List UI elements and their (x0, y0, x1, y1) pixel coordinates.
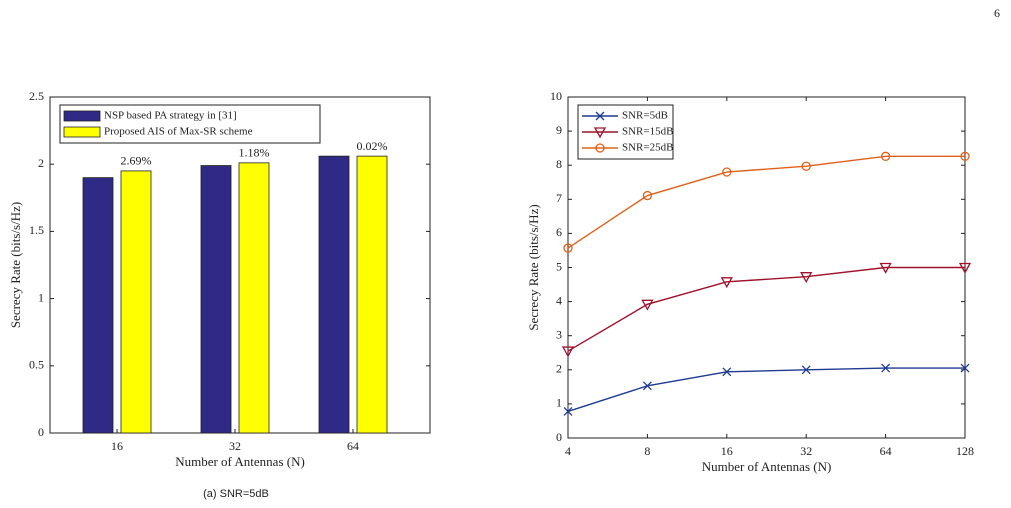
bar (238, 162, 270, 434)
bar (82, 177, 114, 434)
marker (720, 277, 733, 289)
marker (595, 143, 605, 153)
bar (200, 165, 232, 434)
x-tick-label: 64 (880, 444, 892, 458)
y-tick-label: 2 (38, 156, 44, 170)
y-tick-label: 0 (38, 425, 44, 439)
legend-swatch (63, 126, 101, 138)
marker (642, 381, 652, 391)
marker (593, 127, 607, 139)
y-axis-label: Secrecy Rate (bits/s/Hz) (526, 204, 541, 330)
y-tick-label: 1.5 (29, 223, 44, 237)
marker (561, 346, 575, 358)
y-tick-label: 1 (38, 290, 44, 304)
marker (960, 363, 970, 373)
marker (958, 262, 972, 274)
page-number: 6 (994, 6, 1000, 20)
marker (563, 406, 573, 416)
marker (800, 272, 813, 284)
annotation: 0.02% (357, 139, 388, 153)
marker (722, 167, 732, 177)
x-tick-label: 32 (800, 444, 812, 458)
y-tick-label: 2.5 (29, 89, 44, 103)
marker (722, 367, 732, 377)
y-tick-label: 5 (556, 259, 562, 273)
bar (120, 170, 152, 434)
caption: (a) SNR=5dB (203, 488, 269, 500)
y-tick-label: 6 (556, 225, 562, 239)
legend-label: Proposed AIS of Max-SR scheme (104, 126, 253, 138)
marker (563, 243, 573, 253)
marker (642, 190, 653, 201)
marker (880, 151, 891, 161)
marker (641, 299, 654, 311)
y-tick-label: 0 (556, 430, 562, 444)
legend-label: SNR=25dB (622, 142, 673, 154)
annotation: 1.18% (239, 146, 270, 160)
annotation: 2.69% (121, 154, 152, 168)
legend-label: SNR=5dB (622, 110, 668, 122)
series-line (567, 155, 965, 249)
y-axis-label: Secrecy Rate (bits/s/Hz) (8, 202, 23, 328)
x-tick-label: 16 (721, 444, 733, 458)
y-tick-label: 4 (556, 293, 562, 307)
y-tick-label: 0.5 (29, 358, 44, 372)
y-tick-label: 7 (556, 191, 562, 205)
x-axis-label: Number of Antennas (N) (175, 454, 305, 469)
y-tick-label: 2 (556, 362, 562, 376)
x-tick-label: 8 (644, 444, 650, 458)
marker (595, 111, 605, 121)
bar (356, 155, 388, 434)
marker (881, 363, 891, 373)
series-line (567, 266, 965, 352)
marker (879, 262, 892, 274)
series-line (567, 367, 965, 413)
x-tick-label: 32 (229, 439, 241, 453)
y-tick-label: 8 (556, 157, 562, 171)
marker (960, 151, 970, 161)
y-tick-label: 3 (556, 327, 562, 341)
x-axis-label: Number of Antennas (N) (702, 459, 832, 474)
x-tick-label: 4 (565, 444, 571, 458)
bar (318, 155, 350, 434)
marker (801, 365, 811, 375)
y-tick-label: 9 (556, 123, 562, 137)
legend-label: SNR=15dB (622, 126, 673, 138)
legend-swatch (63, 110, 101, 122)
legend-box (59, 104, 321, 144)
x-tick-label: 16 (111, 439, 123, 453)
legend-label: NSP based PA strategy in [31] (104, 110, 237, 122)
x-tick-label: 128 (956, 444, 974, 458)
marker (801, 161, 811, 171)
y-tick-label: 10 (550, 89, 562, 103)
y-tick-label: 1 (556, 396, 562, 410)
x-tick-label: 64 (347, 439, 359, 453)
